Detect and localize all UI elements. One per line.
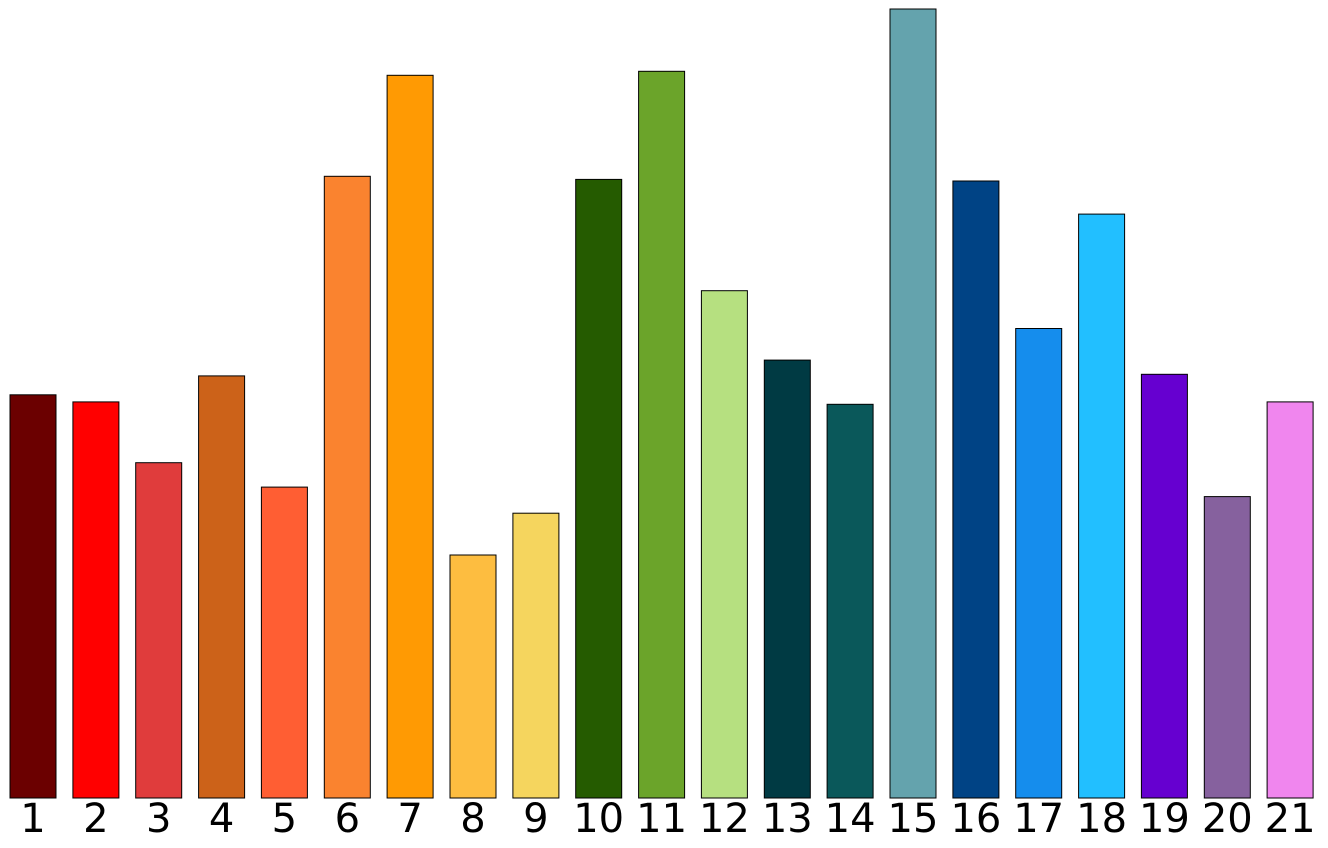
x-tick-label-17: 17 xyxy=(1013,796,1064,842)
bar-3 xyxy=(135,462,183,799)
x-tick-label-2: 2 xyxy=(83,796,108,842)
x-tick-label-18: 18 xyxy=(1076,796,1127,842)
bar-10 xyxy=(575,178,623,799)
x-tick-label-6: 6 xyxy=(335,796,360,842)
bar-5 xyxy=(260,486,308,799)
bar-18 xyxy=(1078,213,1126,799)
x-tick-label-20: 20 xyxy=(1202,796,1253,842)
x-tick-label-19: 19 xyxy=(1139,796,1190,842)
x-tick-label-4: 4 xyxy=(209,796,234,842)
bar-1 xyxy=(9,394,57,799)
x-tick-label-12: 12 xyxy=(699,796,750,842)
bar-9 xyxy=(512,512,560,799)
bar-19 xyxy=(1140,373,1188,799)
x-tick-label-15: 15 xyxy=(888,796,939,842)
tick-labels-group: 1 2 3 4 5 6 7 8 9 10 11 12 13 14 15 16 17 18 19 20 21 xyxy=(20,796,1315,842)
bar-14 xyxy=(826,403,874,799)
bar-15 xyxy=(889,8,937,799)
bar-20 xyxy=(1203,496,1251,799)
bar-21 xyxy=(1266,401,1314,799)
bar-17 xyxy=(1015,328,1063,799)
x-tick-label-8: 8 xyxy=(460,796,485,842)
x-tick-label-5: 5 xyxy=(272,796,297,842)
bar-12 xyxy=(700,290,748,799)
bar-2 xyxy=(72,401,120,799)
bar-8 xyxy=(449,554,497,799)
bar-7 xyxy=(386,74,434,799)
bars-group xyxy=(9,8,1314,799)
x-tick-label-3: 3 xyxy=(146,796,171,842)
x-tick-label-16: 16 xyxy=(950,796,1001,842)
bar-4 xyxy=(198,375,246,799)
x-tick-label-10: 10 xyxy=(573,796,624,842)
x-tick-label-13: 13 xyxy=(762,796,813,842)
bar-6 xyxy=(323,175,371,799)
x-tick-label-1: 1 xyxy=(20,796,45,842)
x-tick-label-14: 14 xyxy=(825,796,876,842)
x-tick-label-7: 7 xyxy=(397,796,422,842)
bar-16 xyxy=(952,180,1000,799)
x-tick-label-21: 21 xyxy=(1265,796,1316,842)
bar-13 xyxy=(763,359,811,799)
bar-11 xyxy=(638,70,686,799)
x-tick-label-11: 11 xyxy=(636,796,687,842)
x-tick-label-9: 9 xyxy=(523,796,548,842)
